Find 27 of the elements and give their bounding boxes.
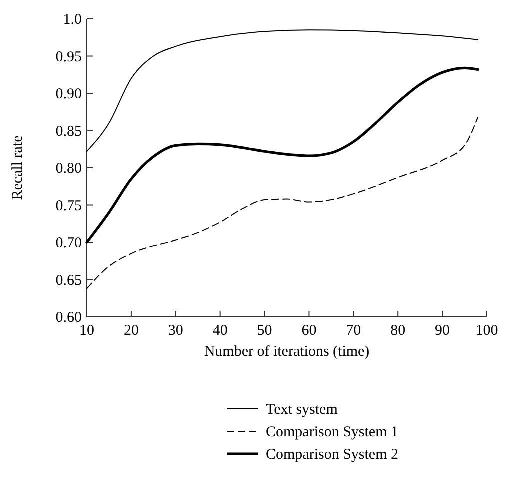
x-tick-label: 100 (476, 323, 498, 339)
y-tick-label: 0.65 (56, 272, 82, 289)
legend-label: Comparison System 2 (266, 447, 399, 463)
y-axis-title: Recall rate (10, 135, 26, 200)
x-tick-label: 80 (390, 323, 406, 339)
line-series (86, 66, 480, 244)
y-tick-label: 0.85 (56, 124, 82, 140)
legend-label: Text system (266, 402, 338, 418)
x-tick-label: 10 (80, 323, 94, 339)
x-tick-label: 30 (168, 323, 184, 339)
x-axis-title: Number of iterations (time) (204, 344, 370, 360)
line-series (86, 30, 479, 152)
x-tick-label: 60 (302, 323, 317, 339)
y-tick-label: 0.75 (56, 198, 82, 214)
x-tick-label: 50 (257, 323, 272, 339)
y-tick-label: 0.95 (56, 49, 82, 66)
y-tick-label: 0.60 (56, 310, 82, 326)
line-series (86, 116, 479, 290)
x-tick-label: 70 (346, 323, 362, 339)
x-tick-label: 20 (124, 323, 139, 339)
x-tick-label: 90 (435, 323, 450, 339)
x-tick-label: 40 (212, 323, 228, 339)
y-tick-label: 0.90 (56, 86, 82, 102)
y-tick-label: 1.0 (63, 12, 82, 28)
legend-label: Comparison System 1 (266, 424, 399, 440)
y-tick-label: 0.80 (56, 161, 82, 177)
y-tick-label: 0.70 (56, 236, 82, 252)
